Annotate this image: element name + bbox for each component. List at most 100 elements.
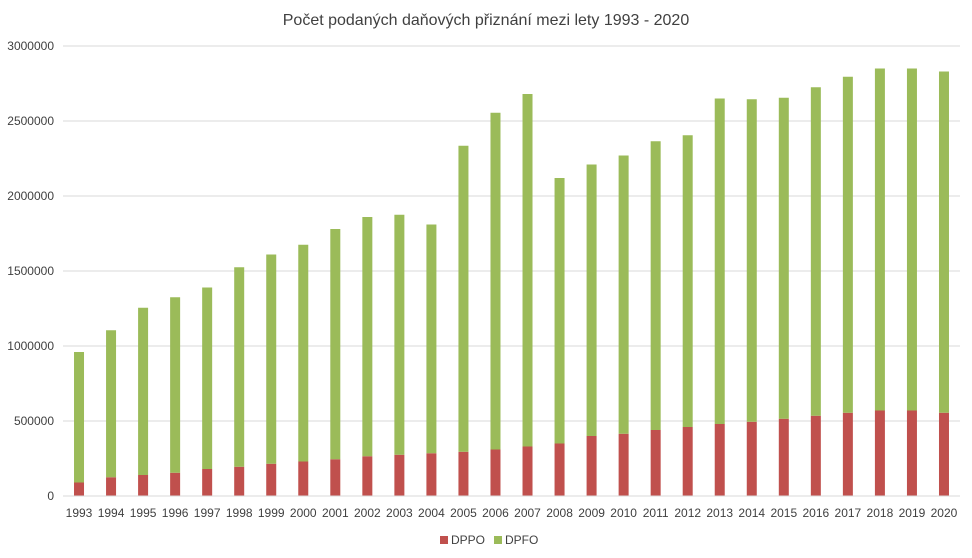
- y-tick-label: 0: [47, 489, 54, 503]
- x-tick-label: 2007: [514, 506, 541, 520]
- x-tick-label: 2014: [738, 506, 765, 520]
- x-tick-label: 2002: [354, 506, 381, 520]
- bar-dppo-2000: [298, 461, 309, 496]
- bar-dppo-1999: [266, 463, 277, 496]
- x-tick-label: 2020: [931, 506, 958, 520]
- bar-dpfo-1995: [138, 307, 149, 475]
- bar-dppo-2010: [618, 433, 629, 496]
- legend-label-dppo: DPPO: [451, 533, 485, 547]
- x-tick-label: 2012: [674, 506, 701, 520]
- bar-dppo-2007: [522, 446, 533, 496]
- bar-dppo-1995: [138, 475, 149, 496]
- x-tick-label: 2019: [899, 506, 926, 520]
- bar-dppo-2011: [650, 430, 661, 496]
- bar-dppo-2002: [362, 456, 373, 496]
- bars: [74, 68, 949, 496]
- legend: DPPO DPFO: [440, 533, 538, 547]
- bar-dpfo-2020: [938, 71, 949, 413]
- bar-dppo-2004: [426, 453, 437, 496]
- bar-dppo-1998: [234, 466, 245, 496]
- bar-dpfo-1993: [74, 352, 85, 483]
- x-tick-label: 2006: [482, 506, 509, 520]
- x-tick-label: 2017: [835, 506, 862, 520]
- bar-dpfo-1997: [202, 287, 213, 469]
- bar-dpfo-2003: [394, 214, 405, 455]
- bar-dppo-1997: [202, 469, 213, 496]
- x-tick-label: 2004: [418, 506, 445, 520]
- x-tick-label: 1994: [98, 506, 125, 520]
- bar-dpfo-2011: [650, 141, 661, 430]
- x-tick-label: 2000: [290, 506, 317, 520]
- bar-dppo-2006: [490, 449, 501, 496]
- chart-title: Počet podaných daňových přiznání mezi le…: [283, 12, 690, 29]
- bar-dppo-2009: [586, 436, 597, 496]
- bar-dpfo-2006: [490, 112, 501, 450]
- x-tick-label: 2015: [770, 506, 797, 520]
- x-tick-label: 2018: [867, 506, 894, 520]
- bar-dpfo-2018: [874, 68, 885, 411]
- bar-dppo-2015: [778, 418, 789, 496]
- bar-dpfo-2007: [522, 94, 533, 447]
- y-tick-label: 1500000: [7, 264, 54, 278]
- bar-dpfo-2016: [810, 87, 821, 416]
- legend-label-dpfo: DPFO: [505, 533, 538, 547]
- x-tick-label: 2003: [386, 506, 413, 520]
- bar-dpfo-1999: [266, 254, 277, 464]
- bar-dppo-2012: [682, 427, 693, 496]
- bar-dpfo-1994: [106, 330, 117, 478]
- bar-dpfo-2001: [330, 229, 341, 460]
- bar-dppo-1996: [170, 472, 181, 496]
- x-tick-label: 2011: [643, 506, 669, 520]
- bar-dppo-2016: [810, 415, 821, 496]
- bar-dppo-1993: [74, 482, 85, 496]
- bar-dpfo-2008: [554, 178, 565, 444]
- x-tick-label: 1995: [130, 506, 157, 520]
- bar-dpfo-1998: [234, 267, 245, 467]
- y-tick-label: 2000000: [7, 189, 54, 203]
- x-tick-label: 2008: [546, 506, 573, 520]
- legend-swatch-dppo: [440, 536, 448, 544]
- y-tick-label: 3000000: [7, 39, 54, 53]
- x-tick-label: 1998: [226, 506, 253, 520]
- bar-dppo-2008: [554, 443, 565, 496]
- bar-dpfo-2019: [906, 68, 917, 411]
- x-tick-label: 2009: [578, 506, 605, 520]
- bar-dppo-2005: [458, 451, 469, 496]
- x-tick-label: 2005: [450, 506, 477, 520]
- bar-dpfo-2009: [586, 164, 597, 436]
- bar-dppo-2003: [394, 454, 405, 496]
- x-tick-label: 1996: [162, 506, 189, 520]
- x-tick-label: 2010: [610, 506, 637, 520]
- x-tick-label: 1997: [194, 506, 221, 520]
- x-tick-label: 1999: [258, 506, 285, 520]
- bar-dpfo-1996: [170, 297, 181, 473]
- bar-dppo-1994: [106, 477, 117, 496]
- bar-dppo-2020: [938, 412, 949, 496]
- y-tick-label: 500000: [14, 414, 54, 428]
- bar-dppo-2019: [906, 410, 917, 496]
- x-tick-label: 2013: [706, 506, 733, 520]
- y-tick-label: 2500000: [7, 114, 54, 128]
- legend-swatch-dpfo: [494, 536, 502, 544]
- x-tick-label: 2001: [322, 506, 349, 520]
- bar-dppo-2013: [714, 424, 725, 496]
- x-axis-ticks: 1993 1994 1995 1996 1997 1998 1999 2000 2001 2002…: [66, 506, 958, 520]
- bar-dppo-2017: [842, 412, 853, 496]
- x-tick-label: 2016: [802, 506, 829, 520]
- bar-dpfo-2012: [682, 135, 693, 427]
- x-tick-label: 1993: [66, 506, 93, 520]
- bar-dppo-2018: [874, 410, 885, 496]
- bar-dpfo-2004: [426, 224, 437, 454]
- bar-dpfo-2000: [298, 244, 309, 462]
- gridlines: [63, 45, 960, 422]
- bar-dpfo-2015: [778, 97, 789, 419]
- bar-dpfo-2014: [746, 99, 757, 422]
- y-tick-label: 1000000: [7, 339, 54, 353]
- y-axis-ticks: 0 500000 1000000 1500000 2000000 2500000 30000…: [7, 39, 54, 503]
- bar-dppo-2014: [746, 421, 757, 496]
- bar-dpfo-2002: [362, 217, 373, 457]
- bar-dpfo-2017: [842, 76, 853, 413]
- bar-dpfo-2005: [458, 145, 469, 452]
